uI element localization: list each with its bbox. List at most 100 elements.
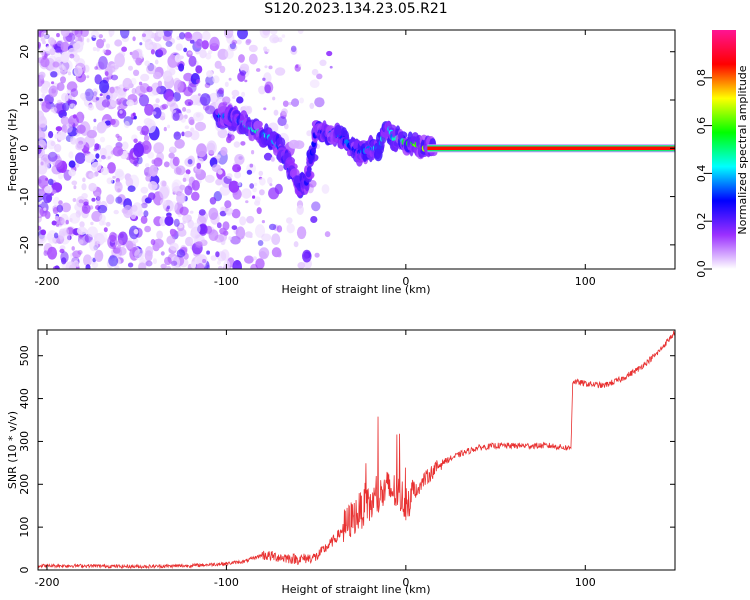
y-tick-label: 500: [18, 345, 31, 366]
noise-speckle: [278, 164, 284, 172]
noise-speckle: [65, 123, 73, 133]
noise-speckle: [162, 70, 173, 82]
noise-speckle: [112, 145, 124, 157]
noise-speckle: [195, 79, 201, 84]
noise-speckle: [105, 221, 111, 227]
noise-speckle: [160, 263, 167, 269]
noise-speckle: [38, 145, 42, 155]
noise-speckle: [86, 75, 90, 79]
noise-speckle: [43, 250, 48, 256]
noise-speckle: [261, 233, 272, 242]
noise-speckle: [182, 214, 192, 223]
noise-speckle: [216, 154, 221, 159]
noise-speckle: [175, 165, 186, 176]
noise-speckle: [76, 226, 87, 235]
noise-speckle: [76, 142, 83, 149]
noise-speckle: [232, 96, 236, 99]
noise-speckle: [179, 184, 186, 190]
noise-speckle: [41, 100, 51, 113]
noise-speckle: [38, 199, 43, 205]
noise-speckle: [195, 168, 202, 175]
noise-speckle: [291, 98, 300, 107]
noise-speckle: [141, 125, 150, 136]
noise-speckle: [115, 181, 121, 187]
snr-frame: [37, 329, 676, 571]
noise-speckle: [271, 233, 281, 245]
noise-speckle: [54, 159, 64, 170]
noise-speckle: [133, 69, 140, 77]
noise-speckle: [116, 245, 121, 250]
noise-speckle: [194, 41, 203, 49]
noise-speckle: [55, 126, 63, 132]
noise-speckle: [295, 64, 299, 69]
noise-speckle: [144, 103, 154, 116]
noise-speckle: [268, 223, 277, 231]
noise-speckle: [88, 172, 96, 179]
noise-speckle: [144, 38, 154, 51]
noise-speckle: [263, 72, 272, 84]
noise-speckle: [248, 53, 258, 65]
noise-speckle: [319, 59, 327, 66]
noise-speckle: [241, 91, 246, 98]
noise-speckle: [219, 65, 226, 74]
noise-speckle: [311, 68, 319, 76]
noise-speckle: [173, 131, 182, 140]
noise-speckle: [208, 229, 219, 241]
noise-speckle: [196, 143, 207, 158]
noise-speckle: [81, 183, 87, 191]
noise-speckle: [92, 46, 97, 52]
noise-speckle: [93, 118, 97, 123]
noise-speckle: [163, 126, 167, 132]
noise-speckle: [99, 93, 103, 96]
noise-speckle: [68, 169, 76, 177]
noise-speckle: [324, 231, 331, 238]
noise-speckle: [39, 74, 44, 80]
noise-speckle: [94, 66, 99, 70]
noise-speckle: [119, 110, 123, 114]
noise-speckle: [224, 207, 234, 215]
noise-speckle: [192, 94, 200, 102]
noise-speckle: [66, 89, 72, 94]
noise-speckle: [133, 142, 145, 158]
noise-speckle: [176, 192, 186, 204]
ridge-halo: [310, 147, 317, 155]
noise-speckle: [220, 146, 228, 156]
colorbar-label: Normalized spectral amplitude: [736, 65, 749, 234]
noise-speckle: [114, 265, 120, 269]
noise-speckle: [106, 94, 111, 100]
noise-speckle: [237, 181, 241, 187]
colorbar-gradient: [712, 30, 736, 269]
noise-speckle: [153, 107, 162, 119]
noise-speckle: [256, 207, 262, 215]
noise-speckle: [122, 77, 133, 90]
noise-speckle: [153, 142, 165, 154]
noise-speckle: [75, 152, 86, 164]
noise-speckle: [76, 124, 86, 134]
noise-speckle: [117, 108, 127, 119]
x-tick-label: -100: [214, 576, 239, 589]
noise-speckle: [209, 197, 217, 205]
noise-speckle: [270, 156, 275, 162]
noise-speckle: [97, 204, 108, 214]
noise-speckle: [125, 177, 134, 187]
snr-xlabel: Height of straight line (km): [281, 583, 430, 596]
carrier-line: [427, 146, 675, 151]
noise-speckle: [176, 109, 181, 114]
noise-speckle: [61, 257, 67, 265]
noise-speckle: [69, 53, 75, 59]
noise-speckle: [169, 228, 175, 235]
colorbar-tick-label: 0.6: [695, 117, 708, 135]
noise-speckle: [57, 99, 62, 104]
snr-panel: -200 -100 0 100 0 100 200 300 400 500 Height of s…: [6, 329, 676, 596]
noise-speckle: [212, 75, 220, 84]
noise-speckle: [50, 106, 58, 113]
colorbar-tick-label: 0.0: [695, 260, 708, 278]
noise-speckle: [297, 262, 306, 269]
noise-speckle: [234, 154, 245, 165]
noise-speckle: [107, 162, 116, 174]
noise-speckle: [87, 104, 95, 111]
noise-speckle: [233, 141, 241, 148]
noise-speckle: [268, 187, 280, 200]
noise-speckle: [132, 202, 143, 217]
